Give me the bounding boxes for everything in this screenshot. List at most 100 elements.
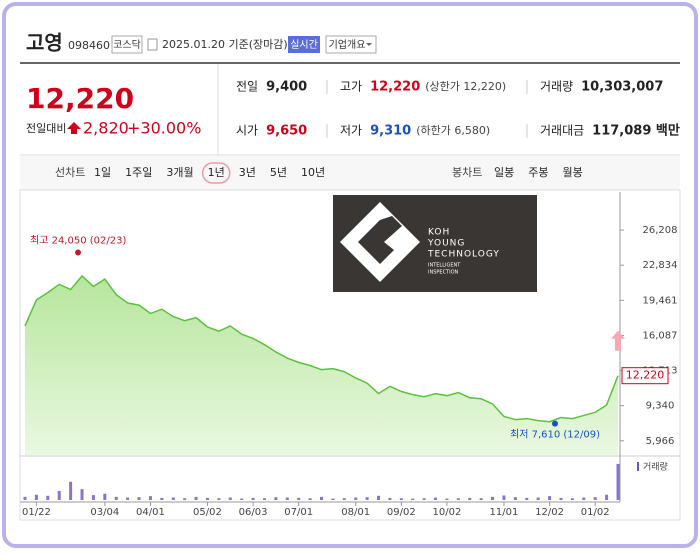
logo-text: YOUNG <box>427 239 465 249</box>
candle-tab[interactable]: 일봉 <box>494 165 514 179</box>
volume-bar <box>46 495 50 500</box>
logo-text: TECHNOLOGY <box>427 250 500 260</box>
tab-selected <box>201 162 231 184</box>
volume-bar <box>605 494 609 500</box>
volume-bar <box>194 496 198 500</box>
period-tab[interactable]: 10년 <box>301 166 325 179</box>
period-tab[interactable]: 1일 <box>94 165 111 179</box>
dropdown-arrow <box>366 43 372 46</box>
tab-bar <box>20 156 680 190</box>
last-price-box <box>621 367 669 385</box>
volume-bar <box>240 498 244 500</box>
candle-tab[interactable]: 주봉 <box>528 166 548 179</box>
realtime-button[interactable] <box>288 36 320 53</box>
volume-bar <box>217 498 221 500</box>
volume-bar <box>354 497 358 500</box>
overview-button[interactable] <box>325 35 377 54</box>
stat-value: 9,310 <box>370 124 411 139</box>
stat-label: 거래대금 <box>540 124 584 138</box>
volume-bar <box>331 498 335 500</box>
volume-bar <box>388 497 392 500</box>
volume-bar <box>502 495 506 500</box>
period-tab[interactable]: 1주일 <box>125 165 152 179</box>
min-label: 최저 7,610 (12/09) <box>510 429 600 441</box>
realtime[interactable]: 실시간 <box>290 39 318 51</box>
price-line <box>24 274 619 423</box>
volume-bar <box>262 498 266 500</box>
stock-code: 098460 <box>68 39 110 52</box>
x-tick-label: 12/02 <box>535 507 564 518</box>
volume-bar <box>114 496 118 500</box>
volume-bar <box>148 496 152 500</box>
market-tag <box>111 35 143 54</box>
volume-bar <box>445 498 449 500</box>
volume-bar <box>320 496 323 500</box>
volume-bar <box>548 496 552 500</box>
market: 코스닥 <box>113 39 141 51</box>
x-tick-label: 01/22 <box>22 507 51 518</box>
max-label: 최고 24,050 (02/23) <box>30 235 126 247</box>
up-icon <box>67 122 81 134</box>
x-tick-label: 10/02 <box>433 507 462 518</box>
logo-mark <box>358 216 402 264</box>
x-tick-label: 03/04 <box>90 507 119 518</box>
area <box>25 275 618 455</box>
volume-bar <box>513 497 517 500</box>
stat-value: 117,089 백만 <box>592 123 680 139</box>
volume-bar <box>69 481 73 500</box>
volume-bar <box>377 495 381 500</box>
volume-bar <box>308 498 312 500</box>
period-tab[interactable]: 3년 <box>239 166 256 179</box>
stat-label: 전일 <box>236 80 258 94</box>
y-tick-label: 19,461 <box>643 295 678 306</box>
tab-label: 봉차트 <box>452 166 482 179</box>
volume-bar <box>399 498 403 500</box>
stat-value: 12,220 <box>370 80 420 95</box>
change-label: 전일대비 <box>26 121 66 135</box>
max-marker <box>75 249 81 256</box>
stat-value: 9,650 <box>266 124 307 139</box>
candle-tab[interactable]: 월봉 <box>563 166 583 179</box>
logo-tagline: INSPECTION <box>428 270 459 276</box>
volume-bar <box>80 489 84 500</box>
volume-bar <box>365 497 369 500</box>
volume-bar <box>479 498 483 500</box>
x-tick-label: 01/02 <box>581 507 610 518</box>
period-tab[interactable]: 1년 <box>208 166 225 179</box>
volume-bar <box>160 497 164 500</box>
stat-value: 10,303,007 <box>581 80 663 95</box>
volume-bar <box>411 498 415 500</box>
volume-bar <box>525 497 529 500</box>
volume-bar <box>274 497 278 500</box>
last-price-label: 12,220 <box>626 369 665 382</box>
x-tick-label: 07/01 <box>284 507 313 518</box>
volume-bar <box>468 497 472 500</box>
volume-legend-icon <box>637 462 639 471</box>
overview[interactable]: 기업개요 <box>329 38 366 51</box>
period-tab[interactable]: 3개월 <box>166 166 193 179</box>
min-marker <box>552 420 558 427</box>
period-tab[interactable]: 5년 <box>270 166 287 179</box>
volume-legend: 거래량 <box>643 461 668 473</box>
change: 2,820 <box>83 119 129 138</box>
y-tick-label: 5,966 <box>646 436 675 447</box>
x-tick-label: 08/01 <box>341 507 370 518</box>
current-price: 12,220 <box>26 82 134 115</box>
date-icon <box>147 38 158 51</box>
stat-label: 시가 <box>236 124 258 138</box>
stat-note: (상한가 12,220) <box>425 80 506 93</box>
stat-label: 고가 <box>340 80 362 94</box>
volume-bar <box>91 495 95 500</box>
volume-bar <box>285 497 289 500</box>
stat-note: (하한가 6,580) <box>416 123 490 137</box>
volume-bar <box>57 490 61 500</box>
volume-bar <box>205 497 209 500</box>
volume-bar <box>491 496 495 500</box>
volume-bar <box>456 498 460 500</box>
y-tick-label: 26,208 <box>643 225 678 236</box>
x-tick-label: 09/02 <box>387 507 416 518</box>
logo-text: KOH <box>428 228 450 238</box>
y-tick-label: 16,087 <box>643 330 678 341</box>
